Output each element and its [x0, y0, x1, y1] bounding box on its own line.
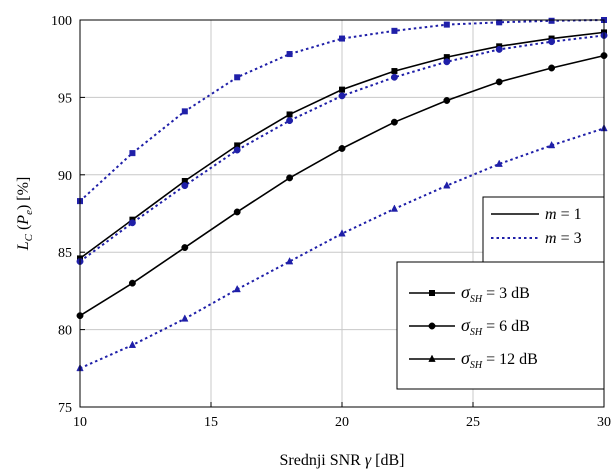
data-point: [128, 219, 136, 227]
series-line-m3-sigma-12dB: [79, 127, 605, 370]
data-point: [443, 181, 451, 189]
data-point: [443, 58, 451, 66]
data-point: [443, 97, 451, 104]
tick-layer: 10 15 20 25 30 75 80 85 90 95 100: [51, 14, 611, 430]
legend-m-symbol: m: [545, 230, 557, 247]
data-point: [234, 74, 241, 81]
data-point: [128, 279, 136, 287]
data-point: [286, 51, 293, 58]
legend-m-symbol: m: [545, 206, 557, 223]
data-point: [339, 86, 345, 93]
legend-sigma-symbol: σ: [461, 315, 471, 335]
legend-sigma-sub: SH: [470, 327, 483, 338]
data-point: [181, 182, 189, 190]
y-tick-label: 90: [58, 169, 72, 184]
y-axis-label-main: L: [15, 241, 32, 251]
data-point: [391, 68, 398, 75]
x-axis-label-text: Srednji SNR: [280, 452, 365, 469]
y-axis-label: LC (Pe) [%]: [15, 177, 35, 252]
legend-sigma-marker: [429, 290, 435, 296]
data-point: [443, 21, 450, 28]
data-point: [548, 64, 556, 72]
legend-sigma-eq: = 6 dB: [482, 318, 530, 335]
y-tick-label: 85: [58, 246, 72, 261]
data-point: [181, 314, 189, 322]
data-point: [495, 159, 503, 167]
data-point: [181, 108, 188, 115]
data-point: [338, 145, 346, 152]
data-point: [548, 17, 555, 24]
data-point: [495, 45, 503, 53]
data-point: [390, 73, 398, 81]
data-point: [391, 27, 398, 34]
data-point: [547, 140, 556, 149]
data-point: [233, 146, 241, 154]
data-point: [286, 174, 294, 182]
legend-m: m = 1m = 3: [482, 196, 605, 263]
x-tick-label: 20: [335, 415, 349, 430]
legend-m-label: m = 3: [545, 230, 582, 247]
x-tick-label: 25: [466, 415, 480, 430]
data-point: [548, 38, 556, 46]
y-tick-label: 95: [58, 91, 72, 106]
x-axis-label: Srednji SNR γ [dB]: [280, 452, 405, 469]
legend-m-box: [482, 196, 605, 263]
legend-m-eq: = 1: [557, 206, 582, 223]
x-axis-label-symbol: γ: [365, 452, 372, 469]
y-tick-label: 100: [51, 14, 72, 29]
legend-sigma-eq: = 3 dB: [482, 285, 530, 302]
data-point: [181, 244, 189, 252]
legend-sigma-label: σSH = 6 dB: [461, 315, 530, 338]
y-axis-label-paren-close: ): [15, 205, 32, 210]
legend-sigma-marker: [428, 322, 436, 330]
y-axis-label-paren-open: (: [15, 225, 32, 234]
x-tick-label: 30: [597, 415, 611, 430]
x-tick-label: 10: [73, 415, 87, 430]
x-axis-label-unit: [dB]: [371, 452, 404, 469]
data-point: [233, 284, 241, 293]
y-axis-label-unit: [%]: [15, 177, 32, 205]
data-point: [390, 118, 398, 126]
legend-sigma-sub: SH: [470, 294, 483, 305]
data-point: [286, 111, 293, 118]
data-point: [286, 117, 294, 125]
series-line-m3-sigma-3dB: [79, 19, 605, 202]
legend-m-label: m = 1: [545, 206, 582, 223]
data-point: [495, 78, 503, 86]
legend-sigma-sub: SH: [470, 360, 483, 371]
legend-sigma-symbol: σ: [461, 348, 471, 368]
y-tick-label: 75: [58, 401, 72, 416]
y-tick-label: 80: [58, 324, 72, 339]
data-point: [129, 150, 136, 157]
legend-sigma-label: σSH = 3 dB: [461, 282, 530, 305]
y-axis-label-p: P: [15, 215, 32, 226]
legend-sigma-label: σSH = 12 dB: [461, 348, 538, 371]
data-point: [338, 92, 346, 100]
y-axis-label-sub: C: [23, 233, 35, 241]
legend-sigma-marker: [428, 354, 436, 362]
data-point: [338, 229, 346, 237]
legend-sigma-symbol: σ: [461, 282, 471, 302]
y-axis-label-p-sub: e: [23, 210, 35, 215]
data-point: [339, 35, 345, 42]
legend-sigma-eq: = 12 dB: [482, 351, 538, 368]
data-point: [233, 208, 241, 216]
data-point: [285, 257, 294, 265]
legend-m-eq: = 3: [557, 230, 582, 247]
x-tick-label: 15: [204, 415, 218, 430]
data-point: [390, 204, 399, 212]
data-point: [128, 340, 137, 348]
